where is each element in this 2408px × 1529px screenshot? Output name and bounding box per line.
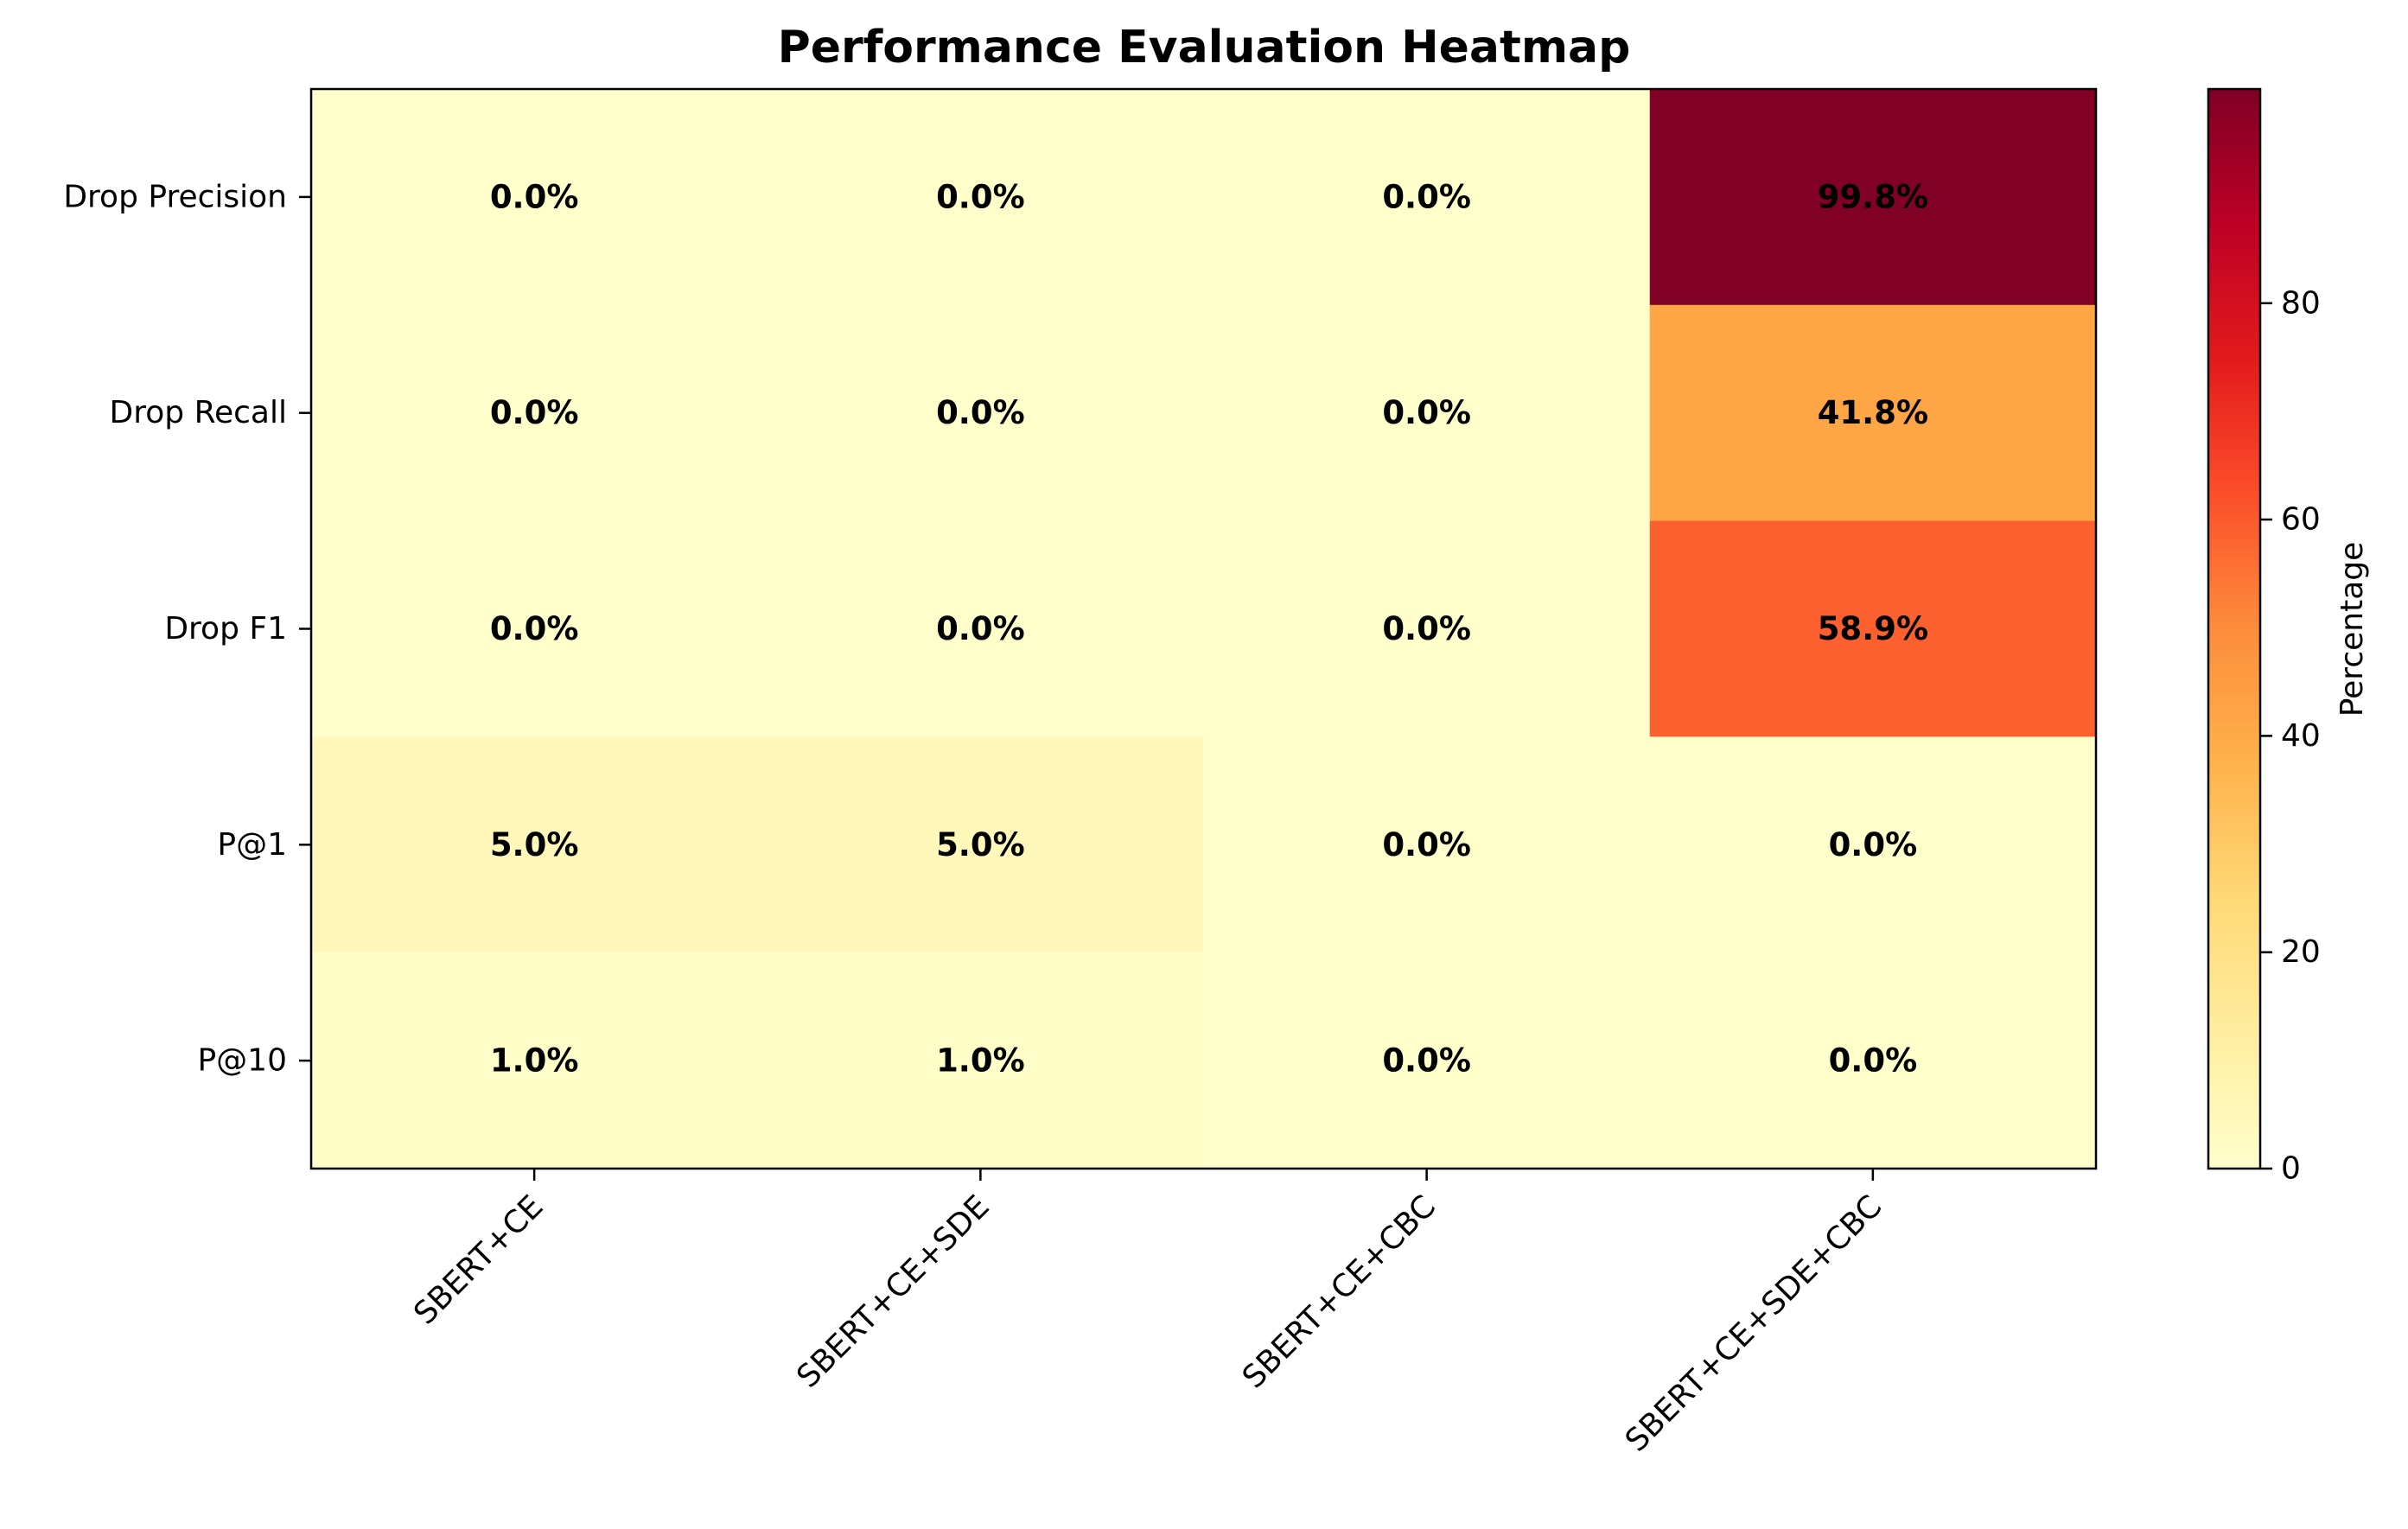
chart-title: Performance Evaluation Heatmap (778, 22, 1631, 73)
cell-value-label: 0.0% (490, 610, 579, 647)
cell-value-label: 41.8% (1818, 394, 1928, 431)
heatmap-cell (311, 736, 759, 953)
cell-value-label: 0.0% (1382, 826, 1471, 863)
y-tick-label: P@10 (197, 1043, 287, 1079)
cell-value-label: 58.9% (1818, 610, 1928, 647)
y-tick-label: P@1 (217, 827, 287, 863)
cell-value-label: 0.0% (1829, 826, 1918, 863)
heatmap-cell (311, 89, 759, 306)
heatmap-cell (1203, 736, 1651, 953)
x-tick-label: SBERT+CE+SDE (790, 1188, 996, 1394)
heatmap-cell (311, 952, 759, 1169)
colorbar-tick-label: 60 (2281, 502, 2321, 538)
cell-value-label: 0.0% (936, 610, 1025, 647)
heatmap-cell (757, 520, 1205, 738)
colorbar-tick-label: 80 (2281, 285, 2321, 321)
x-tick-label: SBERT+CE+SDE+CBC (1619, 1188, 1889, 1458)
cell-value-label: 0.0% (936, 178, 1025, 215)
heatmap-cell (757, 952, 1205, 1169)
heatmap-cell (1203, 304, 1651, 522)
colorbar-label: Percentage (2335, 542, 2370, 717)
heatmap-cell (1203, 952, 1651, 1169)
colorbar: 0 20 40 60 80 (2207, 87, 2321, 1187)
heatmap-cell (757, 736, 1205, 953)
cell-value-label: 99.8% (1818, 178, 1928, 215)
cell-value-label: 0.0% (1829, 1042, 1918, 1080)
x-tick-label: SBERT+CE+CBC (1236, 1188, 1443, 1395)
cell-value-label: 0.0% (490, 178, 579, 215)
heatmap-cells (311, 89, 2097, 1169)
colorbar-tick-label: 20 (2281, 934, 2321, 970)
cell-value-label: 1.0% (490, 1042, 579, 1080)
colorbar-tick-label: 40 (2281, 718, 2321, 754)
cell-labels: 0.0% 0.0% 0.0% 99.8% 0.0% 0.0% 0.0% 41.8% 0.0% 0.… (490, 178, 1928, 1079)
cell-value-label: 0.0% (1382, 1042, 1471, 1080)
cell-value-label: 0.0% (1382, 178, 1471, 215)
x-tick-label: SBERT+CE (407, 1188, 550, 1331)
y-tick-label: Drop Precision (63, 179, 287, 214)
cell-value-label: 0.0% (1382, 610, 1471, 647)
y-axis: Drop Precision Drop Recall Drop F1 P@1 P@10 (63, 179, 311, 1079)
heatmap-cell (1649, 736, 2097, 953)
heatmap-cell (1649, 304, 2097, 522)
cell-value-label: 0.0% (1382, 394, 1471, 431)
heatmap-cell (757, 304, 1205, 522)
y-tick-label: Drop F1 (164, 611, 287, 647)
cell-value-label: 1.0% (936, 1042, 1025, 1080)
cell-value-label: 0.0% (490, 394, 579, 431)
heatmap-cell (1203, 520, 1651, 738)
colorbar-tick-label: 0 (2281, 1151, 2301, 1187)
y-tick-label: Drop Recall (110, 395, 287, 430)
heatmap-cell (757, 89, 1205, 306)
heatmap-cell (1649, 520, 2097, 738)
colorbar-gradient (2207, 87, 2262, 1170)
heatmap-cell (311, 520, 759, 738)
cell-value-label: 5.0% (936, 826, 1025, 863)
heatmap-cell (1649, 89, 2097, 306)
heatmap-cell (311, 304, 759, 522)
cell-value-label: 0.0% (936, 394, 1025, 431)
cell-value-label: 5.0% (490, 826, 579, 863)
heatmap-cell (1649, 952, 2097, 1169)
heatmap-cell (1203, 89, 1651, 306)
x-axis: SBERT+CE SBERT+CE+SDE SBERT+CE+CBC SBERT+CE… (407, 1169, 1889, 1459)
